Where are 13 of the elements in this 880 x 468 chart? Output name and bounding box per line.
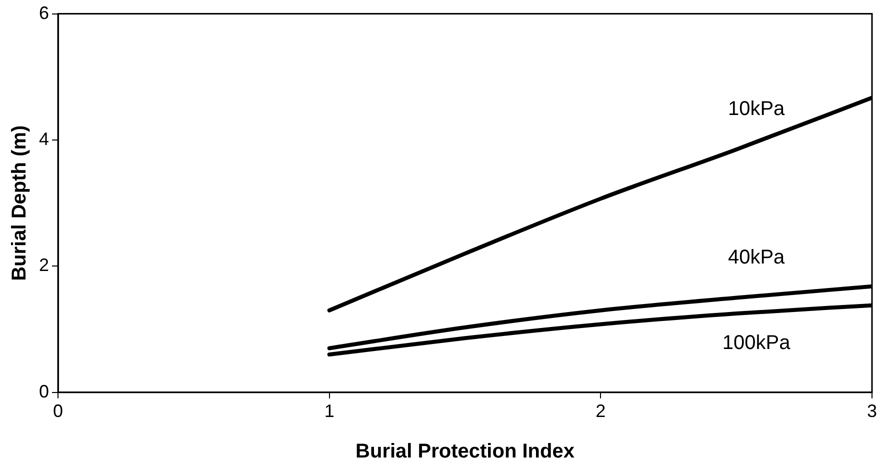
series-label: 100kPa xyxy=(722,332,792,354)
y-axis-title: Burial Depth (m) xyxy=(8,125,31,281)
series-label: 10kPa xyxy=(728,98,786,120)
x-tick-label: 0 xyxy=(53,401,64,422)
series-label: 40kPa xyxy=(728,246,786,268)
x-tick-label: 2 xyxy=(596,401,606,422)
y-tick-label: 0 xyxy=(38,381,50,402)
x-tick-label: 1 xyxy=(324,401,334,422)
x-tick-label: 3 xyxy=(866,401,877,422)
x-axis-title: Burial Protection Index xyxy=(356,440,574,463)
y-tick-label: 4 xyxy=(38,128,50,149)
y-tick-label: 6 xyxy=(38,2,50,23)
y-tick-label: 2 xyxy=(38,255,50,276)
